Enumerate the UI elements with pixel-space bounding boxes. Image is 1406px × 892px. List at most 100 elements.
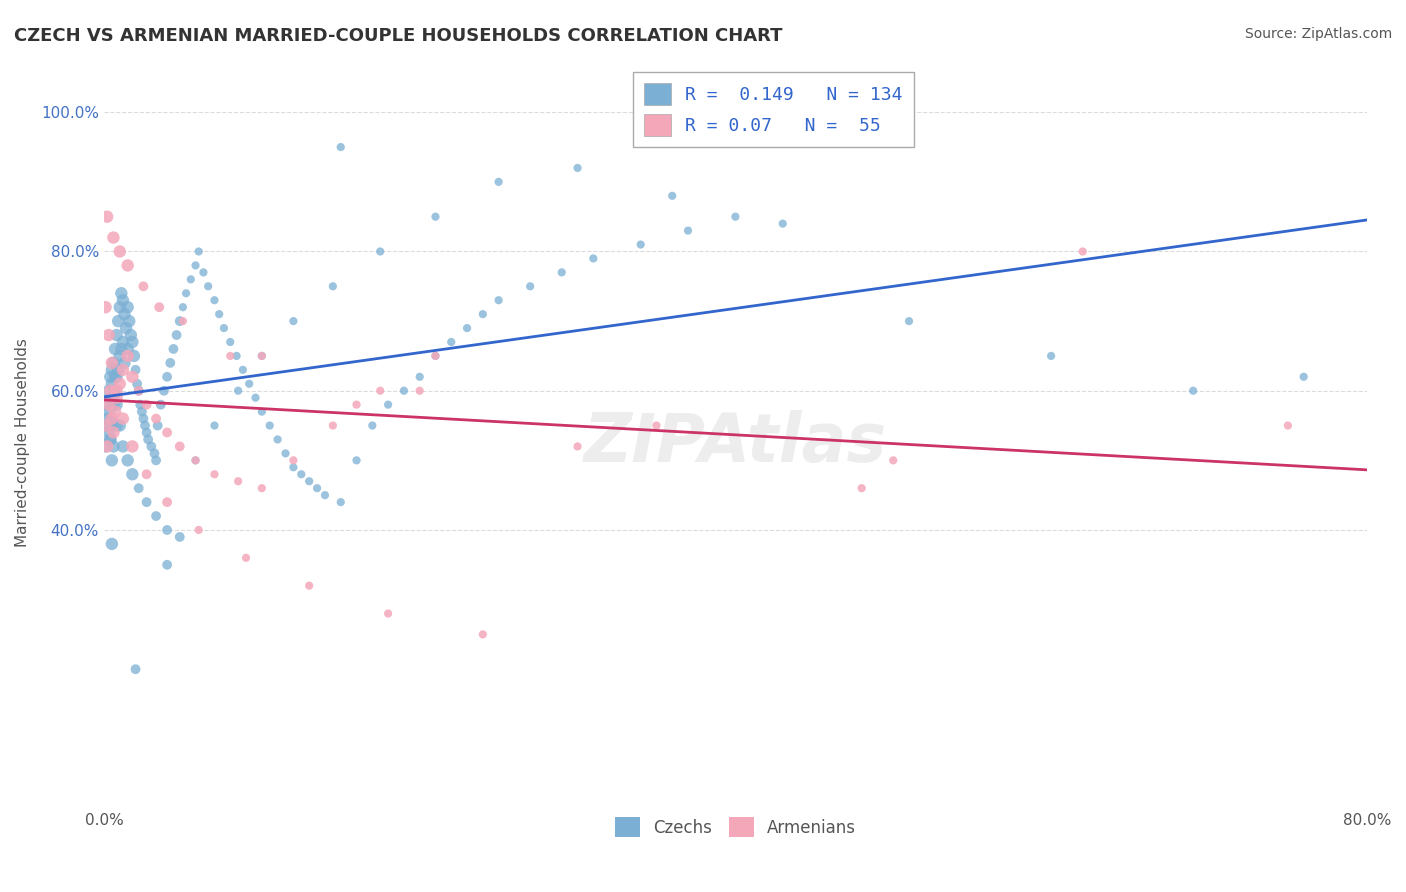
Legend: Czechs, Armenians: Czechs, Armenians — [609, 810, 863, 844]
Point — [329, 140, 352, 154]
Point — [128, 481, 150, 495]
Point — [307, 481, 329, 495]
Point — [105, 398, 128, 412]
Point — [471, 627, 494, 641]
Point — [124, 662, 146, 676]
Point — [1182, 384, 1205, 398]
Point — [134, 418, 156, 433]
Point — [156, 523, 179, 537]
Point — [103, 391, 125, 405]
Point — [245, 391, 267, 405]
Point — [135, 495, 157, 509]
Point — [111, 439, 134, 453]
Point — [124, 363, 146, 377]
Point — [219, 349, 242, 363]
Point — [96, 398, 118, 412]
Point — [724, 210, 747, 224]
Point — [368, 244, 391, 259]
Point — [204, 467, 226, 482]
Point — [103, 230, 125, 244]
Point — [117, 453, 139, 467]
Point — [96, 210, 118, 224]
Point — [471, 307, 494, 321]
Point — [425, 349, 447, 363]
Point — [551, 265, 574, 279]
Point — [377, 607, 399, 621]
Point — [166, 328, 188, 343]
Point — [346, 398, 368, 412]
Point — [392, 384, 415, 398]
Point — [135, 467, 157, 482]
Point — [1277, 418, 1299, 433]
Point — [169, 530, 191, 544]
Point — [101, 363, 124, 377]
Point — [128, 384, 150, 398]
Point — [111, 411, 134, 425]
Point — [104, 369, 127, 384]
Point — [101, 411, 124, 425]
Point — [377, 398, 399, 412]
Point — [425, 210, 447, 224]
Point — [226, 474, 249, 488]
Point — [103, 398, 125, 412]
Point — [103, 425, 125, 440]
Point — [212, 321, 235, 335]
Point — [94, 439, 117, 453]
Point — [169, 314, 191, 328]
Point — [851, 481, 873, 495]
Point — [180, 272, 202, 286]
Point — [184, 259, 207, 273]
Point — [132, 411, 155, 425]
Point — [141, 439, 163, 453]
Point — [250, 404, 273, 418]
Point — [156, 369, 179, 384]
Point — [238, 376, 260, 391]
Point — [101, 411, 124, 425]
Point — [425, 349, 447, 363]
Point — [567, 161, 589, 175]
Point — [110, 342, 132, 356]
Point — [114, 356, 136, 370]
Point — [250, 481, 273, 495]
Point — [204, 293, 226, 308]
Point — [283, 460, 305, 475]
Point — [266, 433, 288, 447]
Y-axis label: Married-couple Households: Married-couple Households — [15, 338, 30, 548]
Point — [1071, 244, 1094, 259]
Point — [661, 188, 683, 202]
Point — [117, 259, 139, 273]
Point — [645, 418, 668, 433]
Point — [193, 265, 215, 279]
Point — [132, 279, 155, 293]
Point — [117, 342, 139, 356]
Point — [408, 369, 430, 384]
Point — [111, 363, 134, 377]
Point — [136, 433, 159, 447]
Point — [250, 349, 273, 363]
Point — [121, 467, 143, 482]
Point — [172, 314, 194, 328]
Point — [122, 349, 145, 363]
Point — [145, 411, 167, 425]
Point — [322, 279, 344, 293]
Point — [98, 433, 121, 447]
Point — [197, 279, 219, 293]
Point — [131, 404, 153, 418]
Point — [156, 558, 179, 572]
Point — [322, 418, 344, 433]
Point — [519, 279, 541, 293]
Point — [156, 425, 179, 440]
Point — [101, 356, 124, 370]
Point — [108, 349, 131, 363]
Point — [114, 307, 136, 321]
Point — [174, 286, 197, 301]
Point — [225, 349, 247, 363]
Point — [121, 334, 143, 349]
Point — [94, 418, 117, 433]
Point — [298, 474, 321, 488]
Point — [101, 418, 124, 433]
Point — [314, 488, 336, 502]
Point — [204, 418, 226, 433]
Point — [115, 321, 138, 335]
Point — [145, 509, 167, 524]
